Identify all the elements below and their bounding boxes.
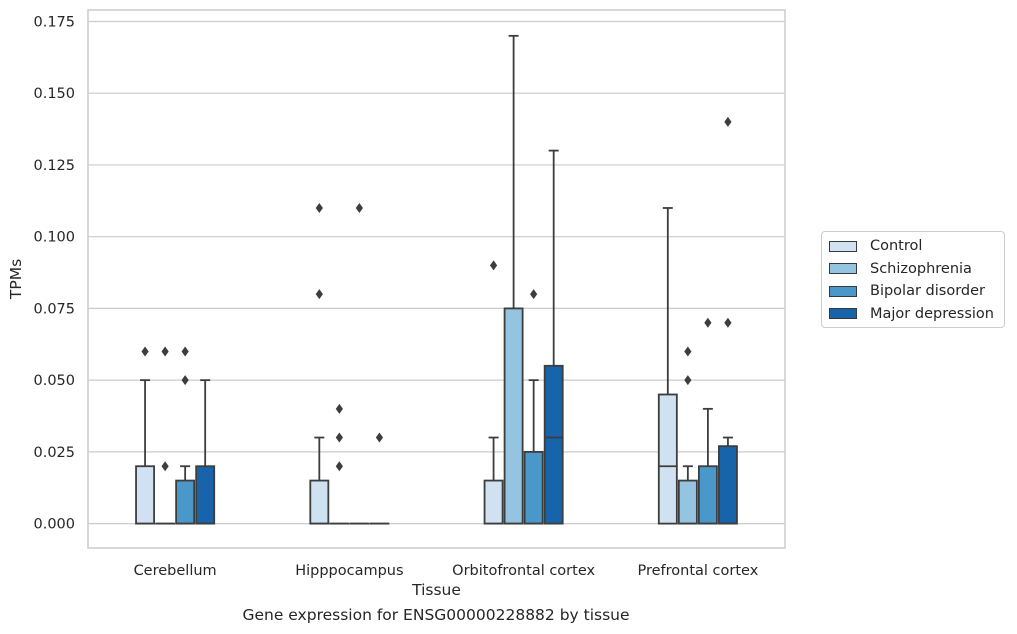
box-control [483, 260, 504, 525]
x-axis-label: Tissue [411, 581, 461, 599]
box-control [135, 346, 155, 525]
box-body [657, 393, 678, 525]
box-schizophrenia [155, 346, 176, 525]
box-major-depression [543, 149, 564, 525]
box-plot-area [135, 34, 738, 525]
outlier-point [375, 432, 384, 443]
box-bipolar-disorder [523, 289, 544, 525]
box-body [718, 445, 738, 525]
box-body [483, 479, 504, 525]
outlier-point [724, 317, 732, 328]
legend-swatch [829, 263, 857, 275]
box-body [543, 364, 564, 525]
legend-swatch [829, 240, 857, 252]
x-axis-ticks: Cerebellum Hipppocampus Orbitofrontal cort… [134, 563, 759, 579]
box-schizophrenia [677, 346, 698, 525]
legend-item: Major depression [822, 303, 1004, 326]
outlier-point [315, 202, 323, 213]
outlier-point [489, 260, 498, 271]
legend-item: Schizophrenia [822, 258, 1004, 281]
outlier-point [181, 346, 189, 357]
box-schizophrenia [503, 34, 524, 525]
outlier-point [724, 116, 732, 127]
y-tick-label: 0.125 [33, 158, 75, 174]
box-control [657, 207, 678, 525]
x-tick-label: Cerebellum [134, 563, 217, 579]
box-bipolar-disorder [175, 346, 196, 525]
legend: Control Schizophrenia Bipolar disorder Majo… [821, 231, 1005, 328]
outlier-point [161, 461, 169, 472]
legend-item: Control [822, 235, 1004, 258]
y-tick-label: 0.100 [33, 230, 75, 246]
x-tick-label: Hipppocampus [295, 563, 403, 579]
box-body [309, 479, 330, 525]
box-major-depression [195, 379, 216, 525]
box-major-depression [718, 116, 738, 525]
y-tick-label: 0.175 [33, 14, 75, 30]
outlier-point [161, 346, 169, 357]
y-tick-label: 0.025 [33, 445, 75, 461]
plot-frame [87, 9, 786, 549]
box-body [697, 465, 718, 525]
x-tick-label: Orbitofrontal cortex [452, 563, 595, 579]
outlier-point [141, 346, 149, 357]
grid-lines [88, 20, 785, 525]
legend-label: Bipolar disorder [870, 283, 985, 300]
outlier-point [335, 403, 343, 414]
chart-title: Gene expression for ENSG00000228882 by t… [242, 606, 630, 624]
box-bipolar-disorder [697, 317, 718, 525]
box-body [523, 450, 544, 525]
y-axis-label: TPMs [7, 259, 25, 300]
y-axis-ticks: 0.000 0.025 0.050 0.075 0.100 0.125 0.150 0.175 [33, 14, 75, 532]
box-body [175, 479, 196, 525]
legend-label: Schizophrenia [870, 260, 972, 277]
y-tick-label: 0.000 [33, 517, 75, 533]
box-control [309, 202, 330, 525]
y-tick-label: 0.050 [33, 373, 75, 389]
outlier-point [315, 289, 323, 300]
outlier-point [684, 375, 692, 386]
outlier-point [335, 432, 343, 443]
legend-label: Control [870, 238, 923, 255]
box-body [195, 465, 216, 525]
outlier-point [530, 289, 538, 300]
outlier-point [704, 317, 712, 328]
y-tick-label: 0.150 [33, 86, 75, 102]
y-tick-label: 0.075 [33, 301, 75, 317]
x-tick-label: Prefrontal cortex [637, 563, 758, 579]
legend-swatch [829, 308, 857, 320]
box-body [503, 307, 524, 525]
legend-swatch [829, 285, 857, 297]
legend-label: Major depression [870, 305, 994, 322]
outlier-point [181, 375, 189, 386]
box-body [677, 479, 698, 525]
box-major-depression [369, 432, 390, 525]
outlier-point [335, 461, 343, 472]
outlier-point [355, 202, 363, 213]
outlier-point [684, 346, 692, 357]
box-bipolar-disorder [349, 202, 370, 525]
legend-item: Bipolar disorder [822, 280, 1004, 303]
box-body [135, 465, 155, 525]
box-schizophrenia [329, 403, 350, 525]
